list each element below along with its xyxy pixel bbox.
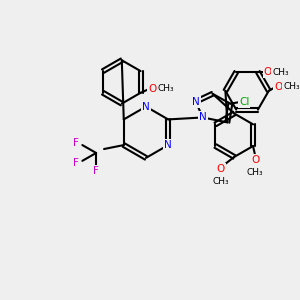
Text: N: N [164, 140, 172, 150]
Text: N: N [192, 97, 200, 107]
Text: O: O [264, 67, 272, 77]
Text: F: F [74, 158, 80, 168]
Text: O: O [251, 155, 259, 165]
Text: N: N [142, 102, 150, 112]
Text: CH₃: CH₃ [212, 177, 229, 186]
Text: Cl: Cl [239, 97, 249, 107]
Text: F: F [74, 138, 80, 148]
Text: O: O [274, 82, 283, 92]
Text: CH₃: CH₃ [158, 84, 175, 93]
Text: O: O [148, 84, 157, 94]
Text: CH₃: CH₃ [283, 82, 300, 91]
Text: CH₃: CH₃ [247, 168, 263, 177]
Text: CH₃: CH₃ [272, 68, 289, 76]
Text: N: N [199, 112, 207, 122]
Text: F: F [93, 166, 99, 176]
Text: O: O [216, 164, 225, 174]
